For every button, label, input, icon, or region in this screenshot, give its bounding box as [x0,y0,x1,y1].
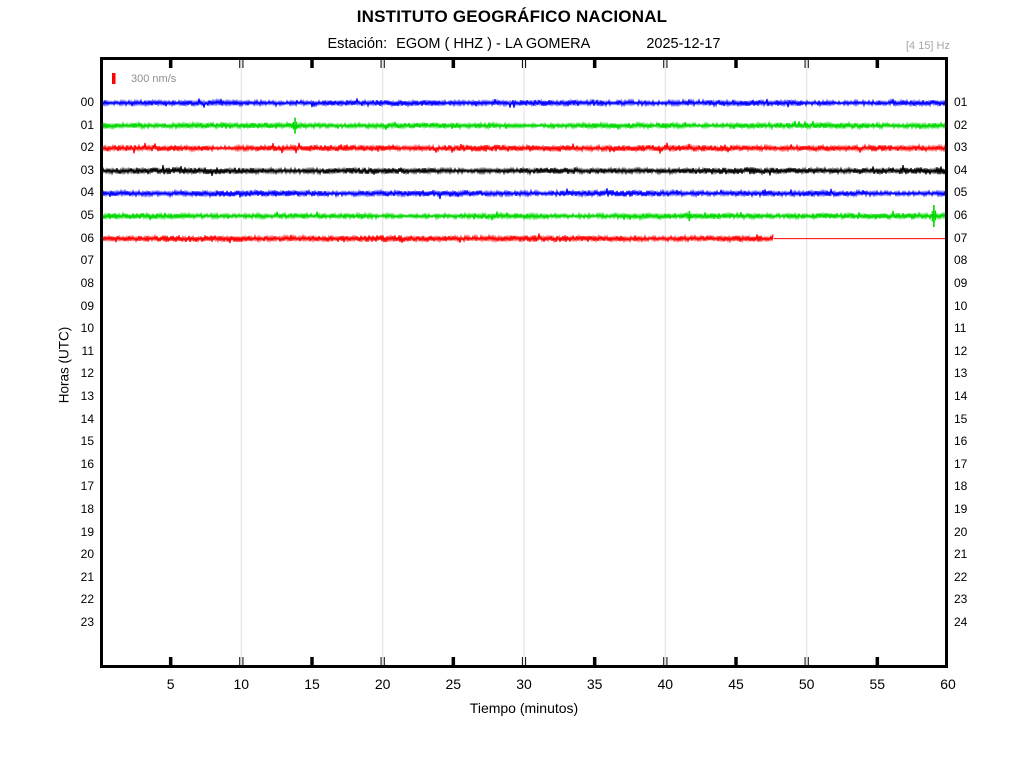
hour-label-right-08: 08 [954,253,968,268]
hour-label-left-01: 01 [80,117,94,132]
hour-label-right-21: 21 [954,547,968,562]
hour-label-right-18: 18 [954,479,968,494]
hour-label-left-13: 13 [80,388,94,403]
x-tick-label-15: 15 [304,676,320,692]
hour-label-right-04: 04 [954,162,968,177]
filter-band-label: [4 15] Hz [905,40,950,52]
x-tick-label-40: 40 [657,676,674,692]
x-tick-label-35: 35 [586,676,603,692]
hour-label-left-18: 18 [80,502,94,516]
hour-label-right-17: 17 [954,456,968,471]
hour-label-left-05: 05 [80,208,94,222]
hour-label-left-07: 07 [80,253,94,268]
hour-label-left-17: 17 [80,479,94,494]
hour-label-right-06: 06 [954,208,968,222]
hour-label-right-15: 15 [954,411,968,426]
hour-label-right-14: 14 [954,388,968,403]
x-tick-label-55: 55 [869,676,886,692]
hour-label-left-04: 04 [80,185,94,200]
hour-label-left-14: 14 [80,411,94,426]
hour-label-left-12: 12 [80,366,94,381]
x-tick-label-60: 60 [940,676,956,692]
hour-label-left-23: 23 [80,615,94,629]
x-tick-label-5: 5 [166,676,175,692]
x-tick-label-10: 10 [233,676,250,692]
subtitle: Estación: EGOM ( HHZ ) - LA GOMERA 2025-12… [100,36,948,52]
hour-label-left-20: 20 [80,547,94,562]
hour-label-left-03: 03 [80,162,94,177]
x-tick-label-20: 20 [374,676,391,692]
hour-label-right-01: 01 [954,95,968,109]
hour-label-right-03: 03 [954,140,968,155]
hour-label-left-15: 15 [80,434,94,449]
hour-label-left-16: 16 [80,456,94,471]
station-value: EGOM ( HHZ ) - LA GOMERA [396,36,591,52]
hour-label-right-23: 23 [954,592,968,607]
hour-label-left-10: 10 [80,321,94,336]
page-title: INSTITUTO GEOGRÁFICO NACIONAL [356,7,668,26]
hour-label-right-11: 11 [954,321,967,336]
hour-label-right-07: 07 [954,230,968,245]
hour-label-left-06: 06 [80,230,94,245]
station-label: Estación: [327,36,388,52]
hour-label-right-20: 20 [954,524,968,539]
hour-label-left-08: 08 [80,275,94,290]
hour-label-right-10: 10 [954,298,968,313]
hour-label-left-19: 19 [80,524,94,539]
hour-label-left-02: 02 [80,140,94,155]
x-axis-title: Tiempo (minutos) [469,700,579,716]
helicorder-plot [100,57,948,668]
hour-label-right-16: 16 [954,434,968,449]
x-tick-label-30: 30 [516,676,532,692]
x-tick-label-50: 50 [798,676,815,692]
hour-label-right-12: 12 [954,343,968,358]
date-label: 2025-12-17 [646,36,721,52]
hour-label-left-00: 00 [80,95,94,109]
hour-label-right-05: 05 [954,185,968,200]
hour-label-right-02: 02 [954,117,968,132]
hour-label-right-24: 24 [954,615,968,629]
scale-label: 300 nm/s [131,73,177,85]
hour-label-right-22: 22 [954,569,968,584]
x-tick-label-25: 25 [445,676,462,692]
x-tick-label-45: 45 [728,676,744,692]
hour-label-left-22: 22 [80,592,94,607]
hour-label-left-21: 21 [80,569,94,584]
hour-label-left-09: 09 [80,298,94,313]
hour-label-right-19: 19 [954,502,968,516]
hour-label-right-13: 13 [954,366,968,381]
hour-label-left-11: 11 [81,343,94,358]
hour-label-right-09: 09 [954,275,968,290]
